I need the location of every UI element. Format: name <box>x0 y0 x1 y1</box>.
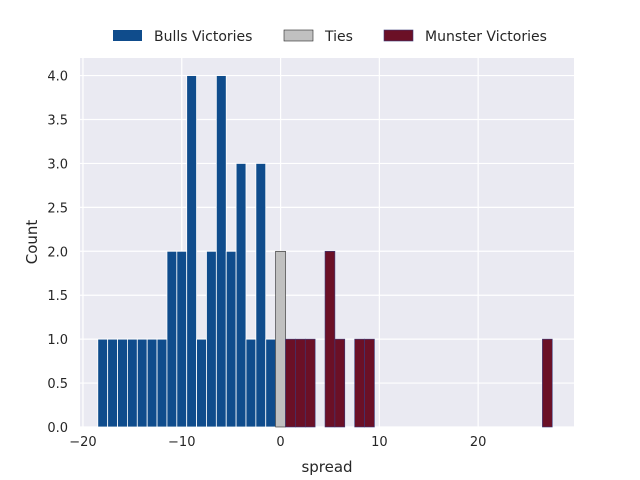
bar-bulls-victories <box>146 338 158 428</box>
bar-munster-victories <box>304 338 316 428</box>
bar-bulls-victories <box>225 250 237 428</box>
bar-munster-victories <box>542 338 553 428</box>
legend-swatch <box>383 29 414 42</box>
bar-bulls-victories <box>97 338 109 428</box>
bar-bulls-victories <box>136 338 148 428</box>
bar-bulls-victories <box>215 75 227 428</box>
x-tick-label: −10 <box>168 435 195 450</box>
bar-bulls-victories <box>107 338 118 428</box>
bar-bulls-victories <box>156 338 168 428</box>
legend-label: Bulls Victories <box>154 29 252 45</box>
legend: Bulls Victories Ties Munster Victories <box>113 29 547 45</box>
bar-bulls-victories <box>245 338 257 428</box>
y-tick-label: 1.5 <box>47 289 68 304</box>
bar-munster-victories <box>295 338 306 428</box>
legend-swatch <box>283 29 314 42</box>
bar-bulls-victories <box>176 250 188 428</box>
y-tick-label: 2.5 <box>47 201 68 216</box>
bar-bulls-victories <box>255 163 267 428</box>
legend-label: Munster Victories <box>425 29 547 45</box>
legend-swatch <box>113 30 142 41</box>
legend-label: Ties <box>324 29 353 45</box>
y-tick-label: 3.5 <box>47 114 68 129</box>
axis-ticks: −20 −10 0 10 20 0.0 0.5 1.0 1.5 2.0 2.5 3.0 3.5 4.0 <box>47 70 486 450</box>
bar-munster-victories <box>334 338 346 428</box>
x-tick-label: 10 <box>371 435 388 450</box>
x-tick-label: −20 <box>69 435 96 450</box>
bar-bulls-victories <box>186 75 197 428</box>
bar-bulls-victories <box>206 250 217 428</box>
x-tick-label: 0 <box>276 435 284 450</box>
bar-munster-victories <box>285 338 296 428</box>
y-tick-label: 0.5 <box>47 377 68 392</box>
y-tick-label: 0.0 <box>47 421 68 436</box>
bar-bulls-victories <box>265 338 277 428</box>
bar-bulls-victories <box>127 338 138 428</box>
x-axis-label: spread <box>301 458 352 476</box>
x-tick-label: 20 <box>470 435 487 450</box>
bar-bulls-victories <box>196 338 207 428</box>
y-tick-label: 3.0 <box>47 157 68 172</box>
bar-bulls-victories <box>117 338 128 428</box>
bar-bulls-victories <box>166 250 178 428</box>
histogram-bars <box>97 75 553 428</box>
y-tick-label: 4.0 <box>47 70 68 85</box>
bar-ties <box>275 250 286 428</box>
y-tick-label: 1.0 <box>47 333 68 348</box>
bar-munster-victories <box>354 338 365 428</box>
bar-munster-victories <box>364 338 375 428</box>
bar-bulls-victories <box>235 163 247 428</box>
y-axis-label: Count <box>23 220 41 265</box>
y-tick-label: 2.0 <box>47 245 68 260</box>
bar-munster-victories <box>324 250 336 428</box>
